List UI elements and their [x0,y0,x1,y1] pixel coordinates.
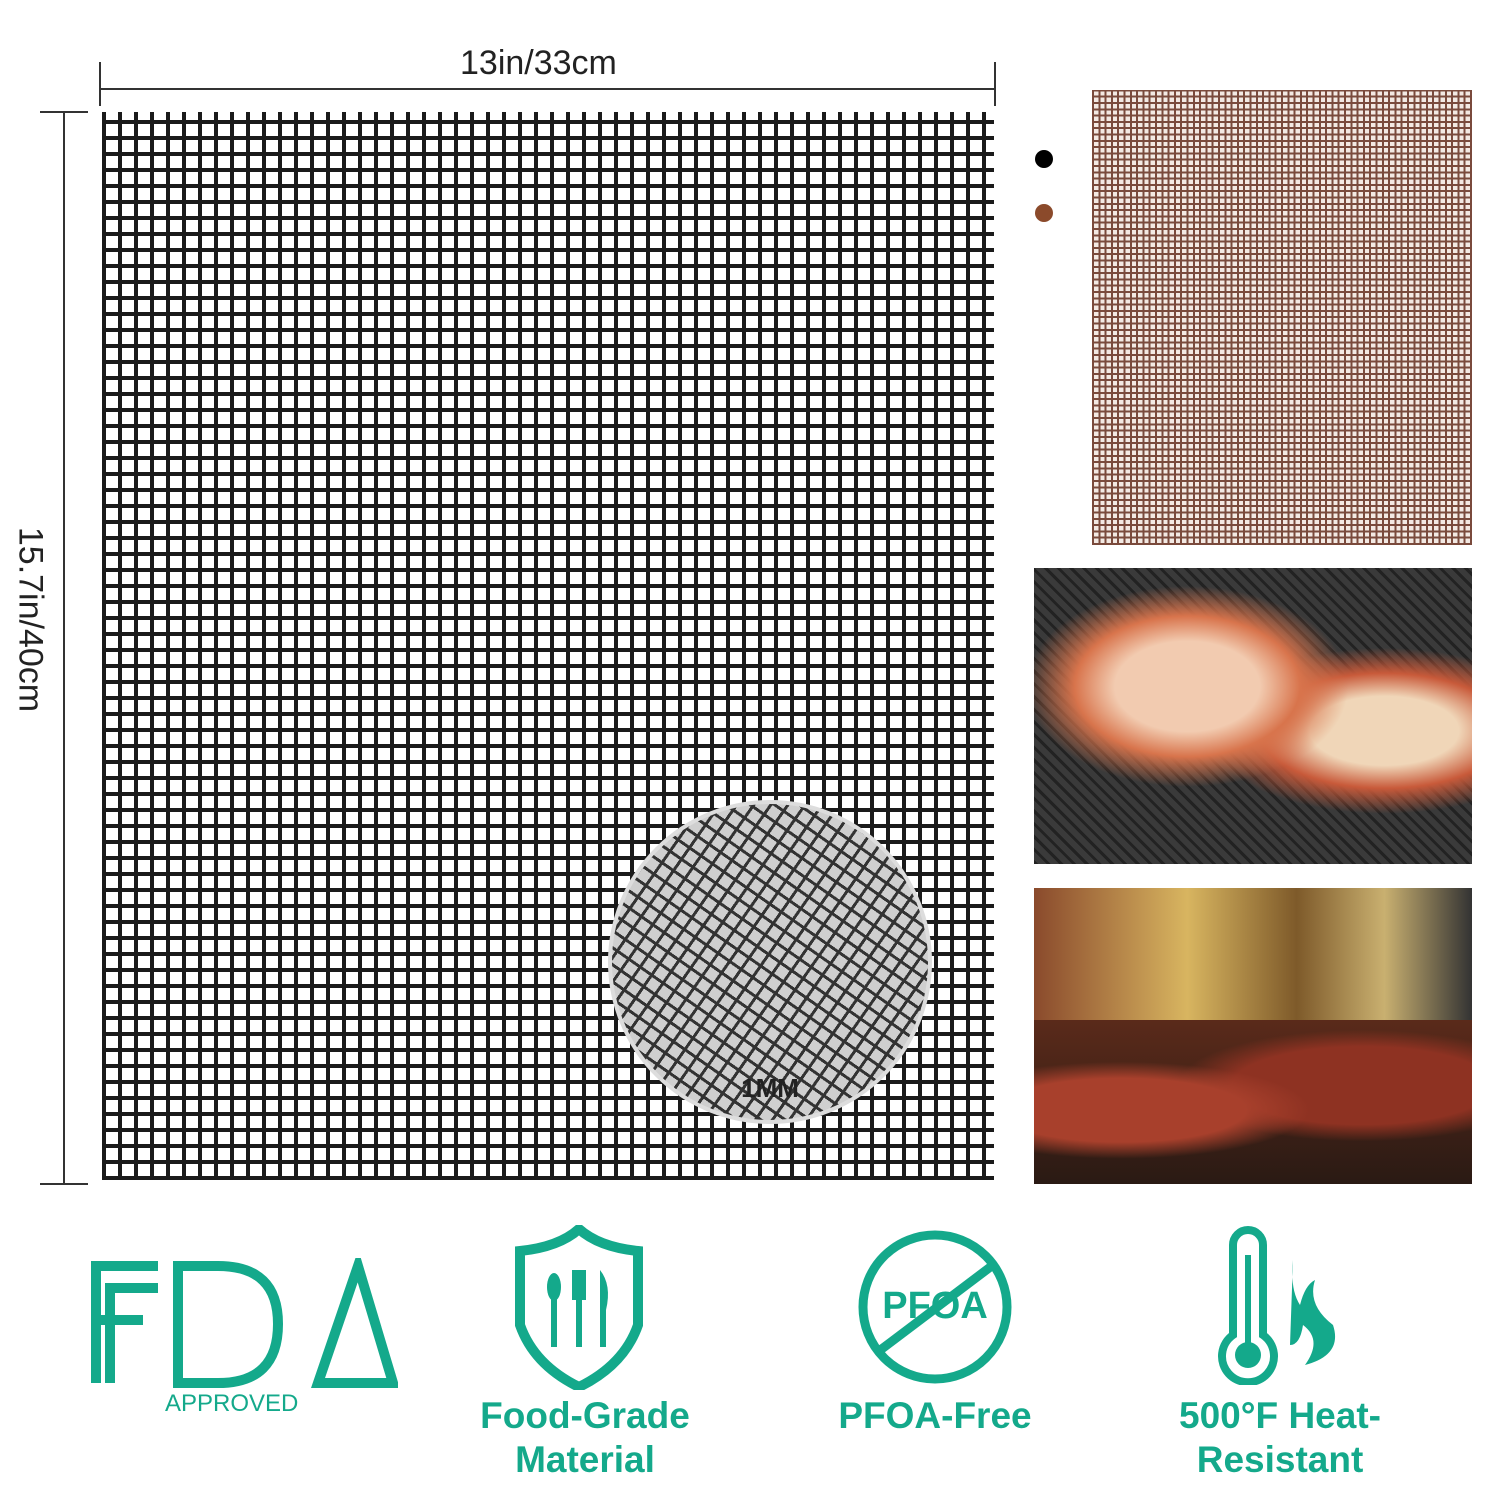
heat-resistant-label: 500°F Heat- Resistant [1140,1394,1420,1482]
vegetables-photo [1034,888,1472,1020]
heat-resistant-line2: Resistant [1196,1439,1364,1480]
brown-mesh-mat [1092,90,1472,545]
food-grade-label: Food-Grade Material [440,1394,730,1482]
heat-resistant-line1: 500°F Heat- [1179,1395,1381,1436]
mesh-size-label: 1MM [741,1073,799,1103]
width-tick-right [994,62,996,106]
fda-logo [88,1249,400,1388]
shrimp-photo [1034,568,1472,864]
height-label: 15.7in/40cm [11,526,50,713]
no-pfoa-icon: PFOA [855,1227,1015,1387]
food-grade-line2: Material [515,1439,655,1480]
height-tick-bottom [40,1183,88,1185]
height-tick-top [40,111,88,113]
pfoa-free-label: PFOA-Free [838,1395,1032,1436]
width-tick-left [99,62,101,106]
shield-cutlery-icon [514,1222,644,1395]
thermometer-flame-icon [1215,1225,1345,1390]
height-dimension-line [63,112,65,1184]
pfoa-icon-text: PFOA [882,1285,988,1327]
fda-approved-label: APPROVED [165,1390,299,1417]
color-swatch-brown [1035,204,1053,222]
width-label: 13in/33cm [460,44,617,82]
color-swatch-black [1035,150,1053,168]
width-dimension-line [100,88,996,90]
mesh-closeup-inset: 1MM [608,800,932,1124]
food-grade-line1: Food-Grade [480,1395,690,1436]
ribs-photo [1034,1020,1472,1184]
